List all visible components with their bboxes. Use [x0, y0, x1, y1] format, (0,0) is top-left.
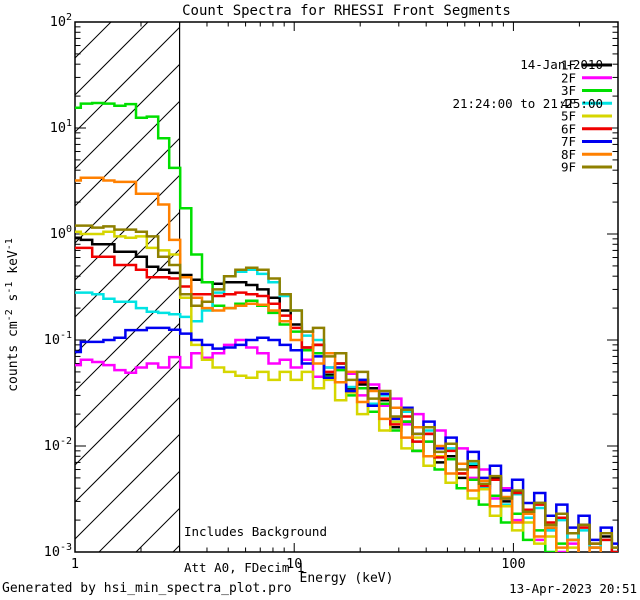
annotation-attenuator: Att A0, FDecim 1 — [184, 560, 305, 575]
hatch-region — [75, 22, 180, 552]
legend-label-6F: 6F — [561, 121, 576, 136]
x-tick-label-1: 1 — [71, 556, 79, 572]
annotation-background: Includes Background — [184, 524, 327, 539]
annotation-block: Includes Background Att A0, FDecim 1 — [184, 502, 327, 598]
series-4F-curve — [75, 268, 618, 552]
y-tick-label-1e2: 102 — [50, 12, 72, 30]
footer-generator-text: Generated by hsi_min_spectra_plot.pro — [2, 581, 292, 596]
series-5F-curve — [75, 230, 580, 552]
axis-ticks — [74, 21, 619, 553]
legend-label-7F: 7F — [561, 134, 576, 149]
y-tick-label-1e-2: 10-2 — [44, 436, 72, 454]
y-tick-label-1e-1: 10-1 — [44, 330, 72, 348]
legend-label-2F: 2F — [561, 70, 576, 85]
plot-frame — [74, 21, 619, 553]
y-tick-label-1e0: 100 — [50, 224, 72, 242]
legend-label-1F: 1F — [561, 58, 576, 73]
legend-label-9F: 9F — [561, 160, 576, 175]
y-axis-label: counts cm-2 s-1 keV-1 — [4, 238, 21, 392]
legend-date: 14-Jan-2010 — [520, 57, 603, 72]
x-tick-label-10: 10 — [286, 556, 302, 572]
series-9F-curve — [75, 224, 618, 549]
legend-label-4F: 4F — [561, 96, 576, 111]
legend-time-range: 21:24:00 to 21:25:00 — [452, 96, 603, 111]
x-axis-label: Energy (keV) — [299, 571, 394, 586]
y-tick-label-1e1: 101 — [50, 118, 72, 136]
footer-timestamp: 13-Apr-2023 20:51 — [509, 581, 637, 596]
x-tick-label-100: 100 — [501, 556, 525, 572]
y-tick-label-1e-3: 10-3 — [44, 542, 72, 560]
legend-label-3F: 3F — [561, 83, 576, 98]
chart-title: Count Spectra for RHESSI Front Segments — [182, 3, 511, 19]
legend-date-block: 14-Jan-2010 21:24:00 to 21:25:00 — [452, 32, 603, 136]
legend-label-5F: 5F — [561, 109, 576, 124]
spectra-curves — [75, 101, 618, 552]
legend-label-8F: 8F — [561, 147, 576, 162]
